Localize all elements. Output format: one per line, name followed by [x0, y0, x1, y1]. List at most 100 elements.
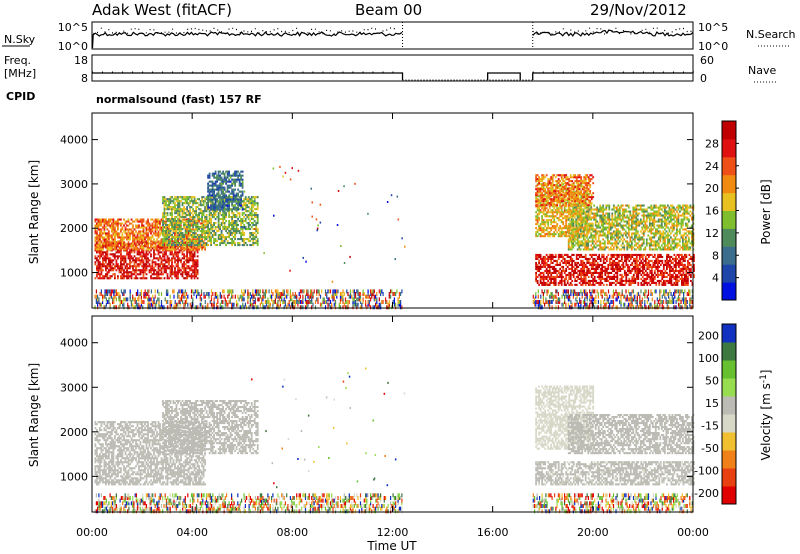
echo-cell	[539, 257, 542, 260]
echo-cell	[626, 253, 629, 256]
echo-cell	[171, 271, 173, 274]
echo-cell	[566, 253, 569, 256]
echo-cell	[638, 271, 641, 274]
echo-cell	[544, 255, 547, 258]
echo-cell	[117, 249, 119, 252]
echo-cell	[202, 244, 205, 247]
echo-cell	[582, 226, 585, 229]
echo-cell	[130, 275, 133, 278]
echo-cell	[243, 242, 246, 245]
echo-cell	[208, 208, 211, 211]
echo-cell	[560, 265, 563, 268]
echo-cell	[217, 192, 220, 195]
echo-cell	[141, 271, 143, 274]
echo-cell	[623, 271, 626, 274]
echo-cell	[189, 257, 191, 260]
echo-cell	[566, 219, 569, 222]
echo-cell	[94, 257, 97, 260]
echo-cell	[676, 253, 679, 256]
echo-cell	[115, 234, 118, 237]
echo-cell	[147, 236, 149, 239]
echo-cell	[545, 267, 548, 270]
echo-cell	[172, 271, 175, 274]
echo-cell	[222, 222, 224, 225]
echo-cell	[237, 188, 239, 191]
echo-cell	[174, 271, 176, 274]
beam-title: Beam 00	[355, 1, 422, 19]
echo-cell	[166, 277, 169, 280]
echo-cell	[640, 273, 643, 276]
echo-cell	[584, 204, 587, 207]
echo-cell	[172, 228, 175, 231]
echo-cell	[574, 231, 577, 234]
echo-cell	[593, 244, 596, 247]
echo-cell	[676, 257, 679, 260]
echo-cell	[535, 267, 537, 270]
echo-cell	[183, 218, 185, 221]
echo-cell	[685, 271, 688, 274]
echo-cell	[223, 206, 226, 209]
echo-cell	[153, 253, 155, 256]
echo-cell	[211, 234, 214, 237]
echo-cell	[547, 269, 550, 272]
echo-cell	[670, 279, 673, 282]
echo-cell	[114, 226, 116, 229]
echo-cell	[175, 277, 178, 280]
echo-cell	[542, 229, 545, 232]
echo-cell	[181, 234, 184, 237]
echo-cell	[120, 245, 122, 248]
echo-cell	[142, 253, 145, 256]
echo-cell	[142, 263, 145, 266]
echo-cell	[241, 244, 244, 247]
echo-cell	[593, 257, 596, 260]
echo-cell	[652, 275, 655, 278]
echo-cell	[166, 242, 169, 245]
echo-cell	[622, 263, 625, 266]
echo-cell	[634, 265, 637, 268]
echo-cell	[544, 213, 547, 216]
echo-cell	[168, 226, 170, 229]
echo-cell	[563, 271, 566, 274]
echo-cell	[225, 196, 227, 199]
echo-cell	[163, 230, 166, 233]
echo-cell	[168, 228, 170, 231]
echo-cell	[646, 271, 649, 274]
echo-cell	[135, 265, 137, 268]
echo-cell	[232, 224, 235, 227]
echo-cell	[641, 279, 644, 282]
echo-cell	[575, 255, 578, 258]
echo-cell	[111, 224, 113, 227]
echo-cell	[166, 259, 169, 262]
echo-cell	[207, 240, 209, 243]
echo-cell	[252, 242, 255, 245]
echo-cell	[252, 206, 255, 209]
echo-cell	[157, 218, 160, 221]
echo-cell	[584, 226, 587, 229]
echo-cell	[225, 182, 227, 185]
echo-cell	[232, 192, 235, 195]
echo-cell	[619, 277, 622, 280]
echo-cell	[156, 275, 158, 278]
echo-cell	[250, 232, 253, 235]
echo-cell	[628, 271, 631, 274]
echo-cell	[542, 211, 545, 214]
echo-cell	[598, 281, 601, 284]
echo-cell	[545, 199, 548, 202]
echo-cell	[548, 215, 551, 218]
echo-cell	[106, 236, 109, 239]
echo-cell	[592, 277, 595, 280]
echo-cell	[225, 208, 227, 211]
echo-cell	[129, 236, 131, 239]
echo-cell	[112, 255, 115, 258]
echo-cell	[593, 230, 596, 233]
echo-cell	[662, 267, 665, 270]
echo-cell	[253, 220, 256, 223]
echo-cell	[127, 228, 130, 231]
echo-cell	[572, 218, 575, 221]
echo-cell	[587, 218, 590, 221]
echo-cell	[144, 244, 146, 247]
echo-cell	[632, 273, 635, 276]
echo-cell	[222, 192, 224, 195]
echo-cell	[229, 224, 232, 227]
echo-cell	[157, 236, 160, 239]
